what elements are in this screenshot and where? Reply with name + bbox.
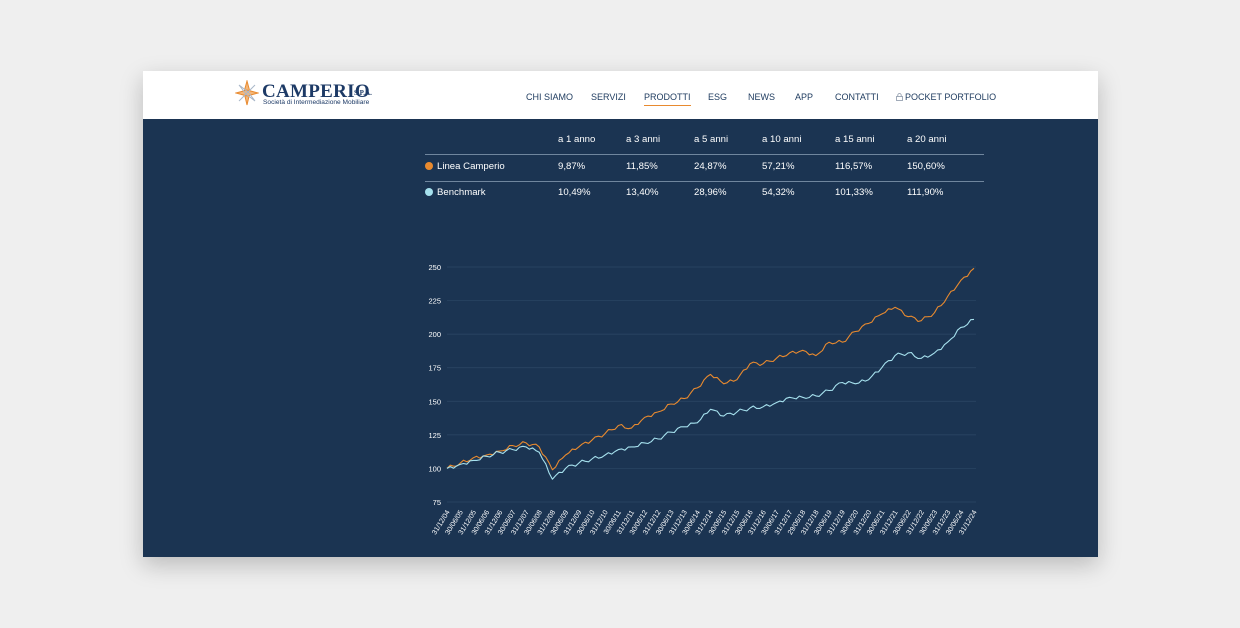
compass-logo-icon	[235, 80, 259, 106]
nav-item-prodotti[interactable]: PRODOTTI	[644, 92, 691, 106]
table-cell: 10,49%	[558, 187, 591, 198]
table-cell: 11,85%	[626, 161, 658, 172]
column-header: a 5 anni	[694, 134, 729, 145]
table-cell: 13,40%	[626, 187, 659, 198]
table-row-label: Benchmark	[425, 187, 486, 198]
nav-item-app[interactable]: APP	[795, 92, 814, 102]
table-cell: 111,90%	[907, 187, 944, 198]
table-cell: 54,32%	[762, 187, 795, 198]
y-tick-label: 250	[428, 263, 441, 272]
brand-tagline: Società di Intermediazione Mobiliare	[263, 99, 370, 106]
nav-item-news[interactable]: NEWS	[748, 92, 775, 102]
table-row-label: Linea Camperio	[425, 161, 505, 172]
series-swatch-orange	[425, 162, 433, 170]
y-tick-label: 100	[428, 464, 441, 473]
nav-item-esg[interactable]: ESG	[708, 92, 728, 102]
table-cell: 116,57%	[835, 161, 873, 172]
nav-item-chi-siamo[interactable]: CHI SIAMO	[526, 92, 574, 102]
table-cell: 28,96%	[694, 187, 727, 198]
table-cell: 101,33%	[835, 187, 873, 198]
column-header: a 3 anni	[626, 134, 661, 145]
table-cell: 57,21%	[762, 161, 795, 172]
brand-logo[interactable]: CAMPERIO S.P.A. Società di Intermediazio…	[235, 80, 375, 110]
performance-chart: 7510012515017520022525031/12/0430/06/053…	[428, 263, 978, 536]
column-header: a 10 anni	[762, 134, 802, 145]
row-label-text: Benchmark	[437, 187, 486, 198]
table-divider	[425, 154, 984, 155]
nav-item-servizi[interactable]: SERVIZI	[591, 92, 626, 102]
nav-item-contatti[interactable]: CONTATTI	[835, 92, 879, 102]
y-tick-label: 150	[428, 397, 441, 406]
series-line-linea-camperio	[446, 267, 975, 471]
series-swatch-light-blue	[425, 188, 433, 196]
y-tick-label: 175	[428, 364, 441, 373]
nav-item-label: POCKET PORTFOLIO	[905, 92, 997, 102]
y-tick-label: 200	[428, 330, 441, 339]
y-tick-label: 75	[433, 498, 441, 507]
table-cell: 24,87%	[694, 161, 727, 172]
table-cell: 9,87%	[558, 161, 586, 172]
lock-icon	[896, 93, 903, 101]
table-cell: 150,60%	[907, 161, 945, 172]
column-header: a 1 anno	[558, 134, 596, 145]
brand-name: CAMPERIO	[262, 81, 370, 102]
y-tick-label: 225	[428, 297, 441, 306]
table-divider	[425, 181, 984, 182]
site-header: CAMPERIO S.P.A. Società di Intermediazio…	[143, 71, 1098, 119]
series-line-benchmark	[446, 318, 975, 480]
main-nav: CHI SIAMO SERVIZI PRODOTTI ESG NEWS APP …	[143, 92, 1098, 108]
row-label-text: Linea Camperio	[437, 161, 505, 172]
column-header: a 20 anni	[907, 134, 947, 145]
page-frame: CAMPERIO S.P.A. Società di Intermediazio…	[143, 71, 1098, 557]
nav-item-pocket-portfolio[interactable]: POCKET PORTFOLIO	[896, 92, 996, 102]
y-tick-label: 125	[428, 431, 441, 440]
brand-suffix: S.P.A.	[354, 89, 372, 97]
column-header: a 15 anni	[835, 134, 875, 145]
